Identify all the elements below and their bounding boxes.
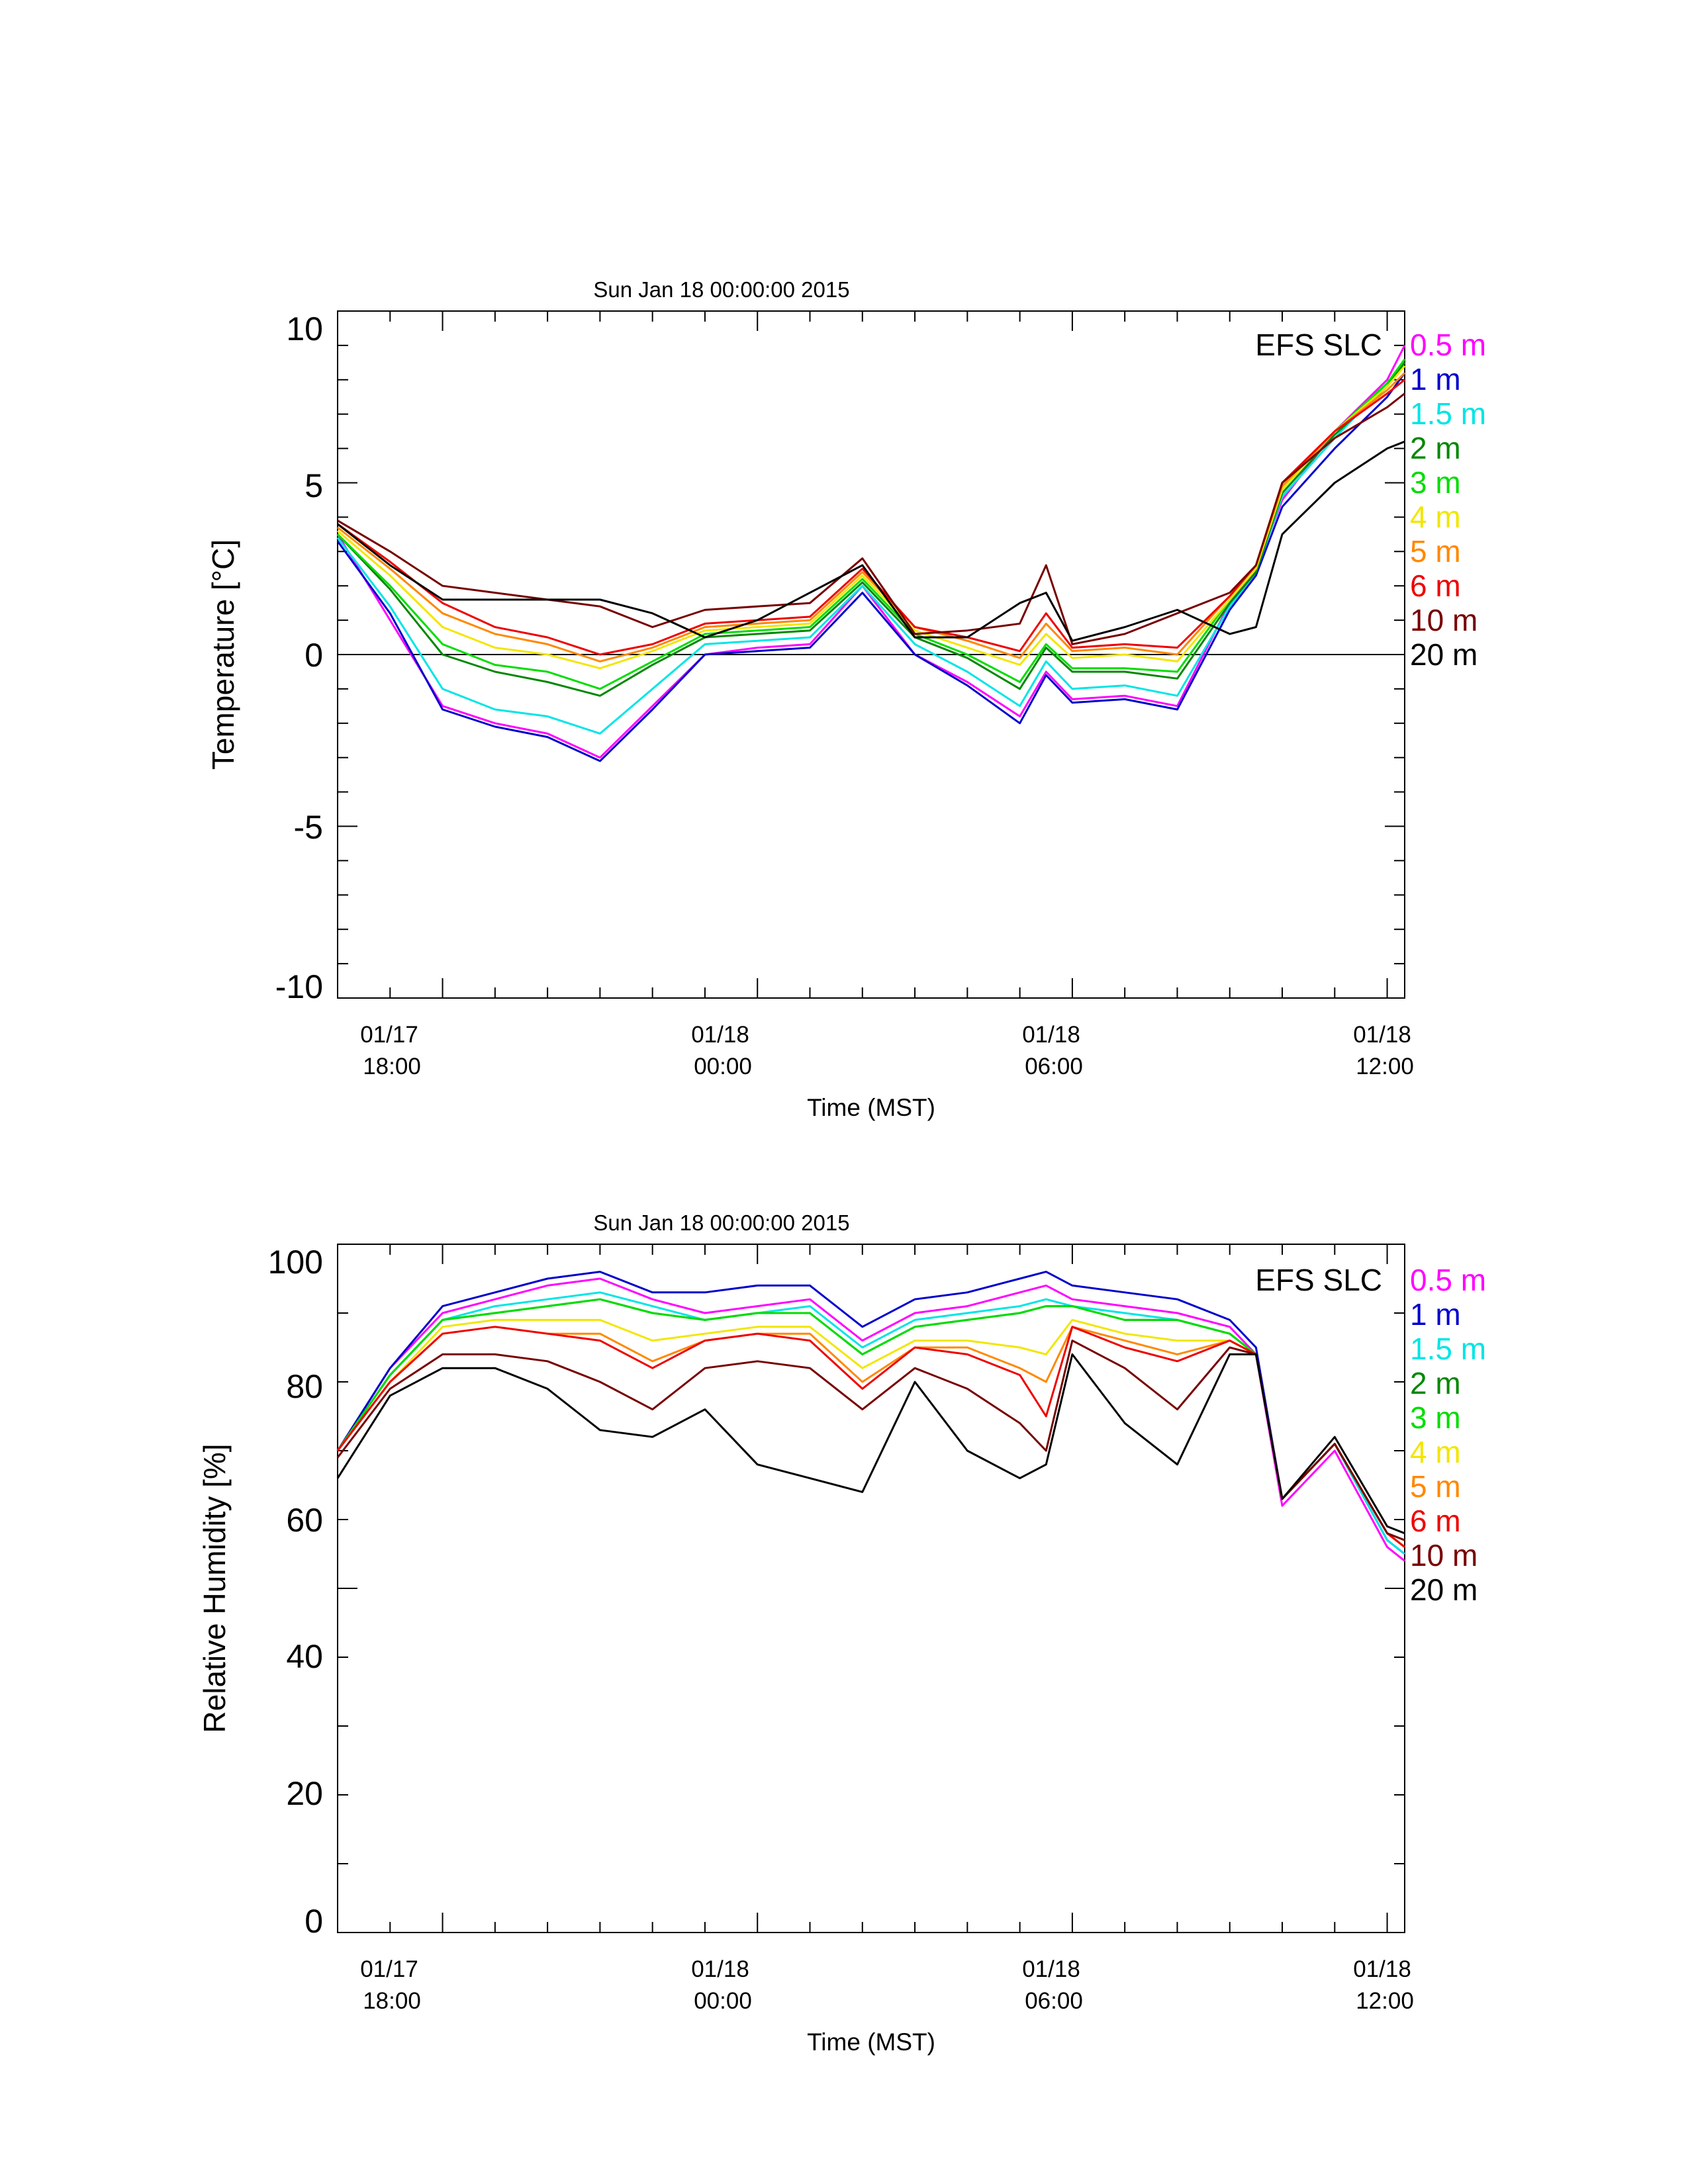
series-lines [336,345,1406,762]
series-line-1-5-m [336,1291,1405,1555]
legend-entry-6m: 6 m [1410,1504,1461,1538]
y-tick-label: 100 [268,1244,323,1281]
y-tick-label: -10 [275,968,323,1005]
legend: 0.5 m 1 m 1.5 m 2 m 3 m 4 m 5 m 6 m 10 m… [1410,328,1486,672]
legend-entry-5m: 5 m [1410,534,1461,569]
y-tick-label: 5 [305,467,323,504]
legend-entry-1m: 1 m [1410,1297,1461,1332]
series-line-2-m [336,361,1406,697]
series-line-3-m [336,358,1406,690]
panel-header: Sun Jan 18 00:00:00 2015 [593,277,849,302]
x-tick-date: 01/18 [691,1022,749,1048]
station-label: EFS SLC [1255,1263,1382,1297]
temperature-panel: Sun Jan 18 00:00:00 2015 10 5 0 -5 -10 0… [206,277,1486,1121]
series-line-0-5-m [336,1277,1405,1562]
x-tick-date: 01/18 [1022,1956,1080,1982]
series-line-6-m [337,379,1405,656]
humidity-panel: Sun Jan 18 00:00:00 2015 100 80 60 40 20… [197,1210,1486,2056]
y-axis-label: Temperature [°C] [206,539,240,770]
x-tick-time: 00:00 [694,1988,752,2014]
legend-entry-20m: 20 m [1410,1572,1477,1607]
legend-entry-1-5m: 1.5 m [1410,1332,1486,1366]
series-line-10-m [336,1340,1405,1541]
legend-entry-2m: 2 m [1410,1366,1461,1400]
y-tick-label: 0 [305,637,323,674]
panel-header: Sun Jan 18 00:00:00 2015 [593,1210,849,1235]
legend: 0.5 m 1 m 1.5 m 2 m 3 m 4 m 5 m 6 m 10 m… [1410,1263,1486,1607]
legend-entry-20m: 20 m [1410,637,1477,672]
legend-entry-4m: 4 m [1410,500,1461,534]
x-tick-time: 18:00 [363,1054,421,1079]
series-line-5-m [336,1326,1405,1548]
legend-entry-0-5m: 0.5 m [1410,1263,1486,1297]
y-tick-label: 80 [286,1368,323,1405]
legend-entry-10m: 10 m [1410,1538,1477,1572]
x-tick-date: 01/18 [1022,1022,1080,1048]
series-line-0-5-m [336,345,1406,759]
legend-entry-3m: 3 m [1410,465,1461,500]
series-line-1-m [336,1271,1405,1555]
x-tick-date: 01/18 [691,1956,749,1982]
x-tick-marks [337,311,1388,998]
legend-entry-10m: 10 m [1410,603,1477,637]
legend-entry-4m: 4 m [1410,1435,1461,1469]
x-tick-time: 12:00 [1356,1054,1414,1079]
x-tick-time: 18:00 [363,1988,421,2014]
legend-entry-1-5m: 1.5 m [1410,396,1486,431]
y-tick-label: 40 [286,1638,323,1675]
series-lines [336,1271,1405,1562]
x-tick-time: 06:00 [1025,1054,1083,1079]
x-tick-time: 12:00 [1356,1988,1414,2014]
x-tick-marks [337,1244,1388,1933]
legend-entry-0-5m: 0.5 m [1410,328,1486,362]
x-tick-date: 01/17 [360,1956,418,1982]
y-tick-label: 0 [305,1903,323,1940]
x-tick-date: 01/17 [360,1022,418,1048]
x-axis-label: Time (MST) [807,1094,935,1121]
legend-entry-2m: 2 m [1410,431,1461,465]
y-tick-marks [338,1244,1405,1933]
y-tick-label: 10 [286,310,323,347]
legend-entry-5m: 5 m [1410,1469,1461,1504]
x-tick-date: 01/18 [1353,1022,1411,1048]
x-tick-time: 06:00 [1025,1988,1083,2014]
x-tick-time: 00:00 [694,1054,752,1079]
legend-entry-3m: 3 m [1410,1400,1461,1435]
y-tick-label: 60 [286,1502,323,1539]
y-axis-label: Relative Humidity [%] [197,1443,232,1733]
series-line-10-m [337,392,1405,645]
x-tick-date: 01/18 [1353,1956,1411,1982]
x-axis-label: Time (MST) [807,2028,935,2056]
series-line-6-m [336,1326,1405,1548]
series-line-1-5-m [336,365,1406,735]
y-tick-label: 20 [286,1775,323,1812]
series-line-20-m [337,440,1405,642]
series-line-1-m [336,372,1406,762]
series-line-20-m [336,1353,1405,1535]
series-line-4-m [337,365,1406,670]
legend-entry-6m: 6 m [1410,569,1461,603]
y-tick-label: -5 [294,809,323,846]
legend-entry-1m: 1 m [1410,362,1461,396]
series-line-5-m [337,372,1406,662]
station-label: EFS SLC [1255,328,1382,362]
